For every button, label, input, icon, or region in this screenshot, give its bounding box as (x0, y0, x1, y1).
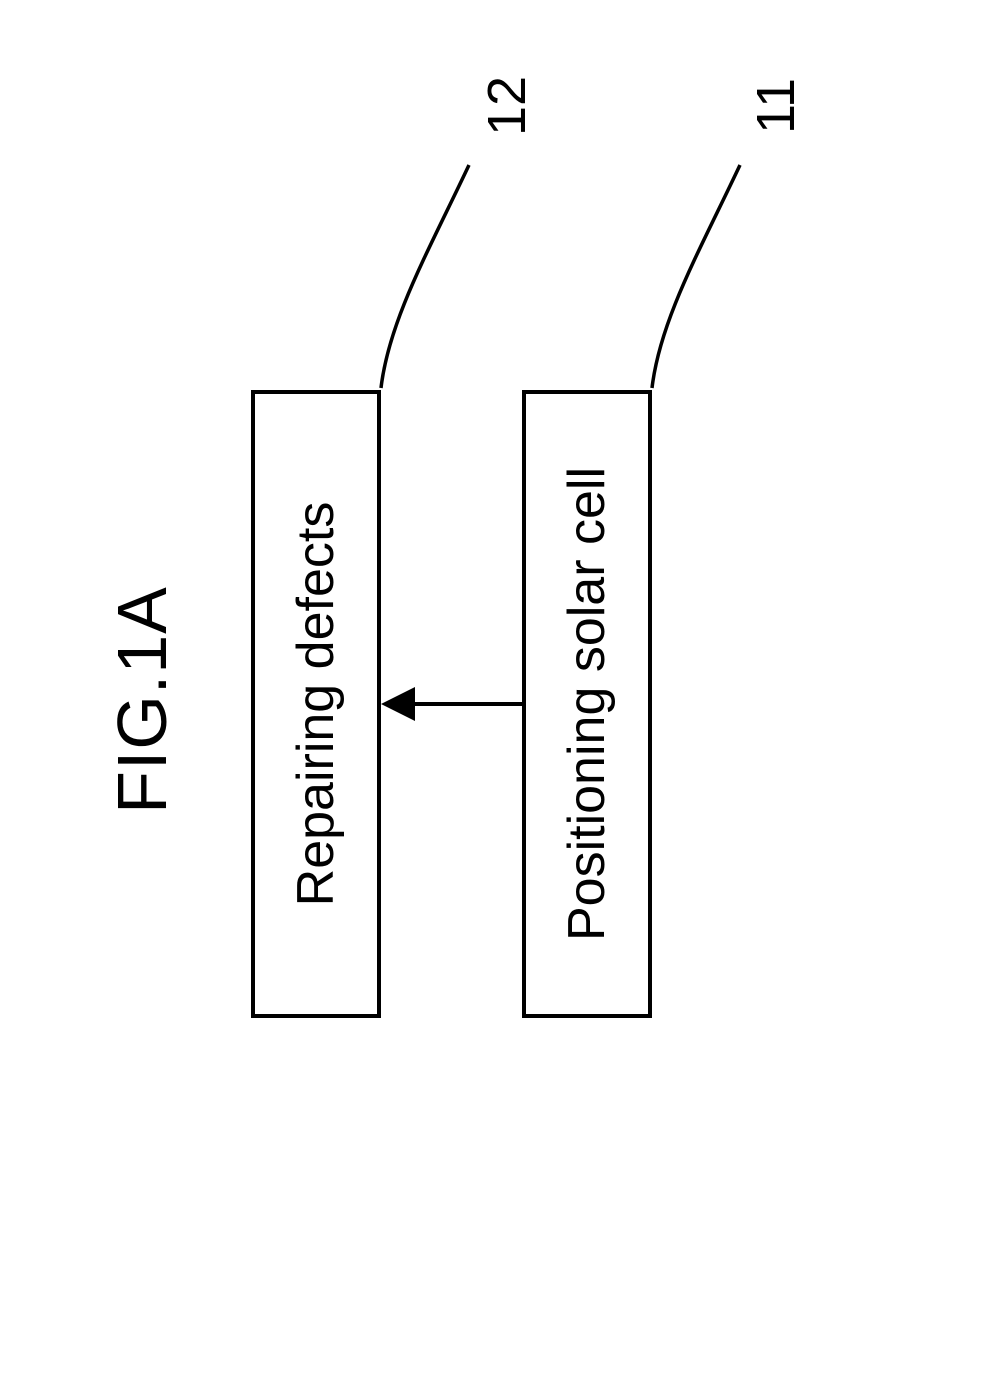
figure-caption: FIG.1A (102, 586, 182, 814)
flowchart-canvas: Positioning solar cell Repairing defects… (0, 0, 1003, 1391)
flow-label-12: 12 (476, 76, 538, 136)
flow-label-11: 11 (745, 78, 807, 134)
caption-text: FIG.1A (103, 586, 181, 814)
label-text: 12 (477, 76, 537, 136)
label-text: 11 (746, 78, 806, 134)
